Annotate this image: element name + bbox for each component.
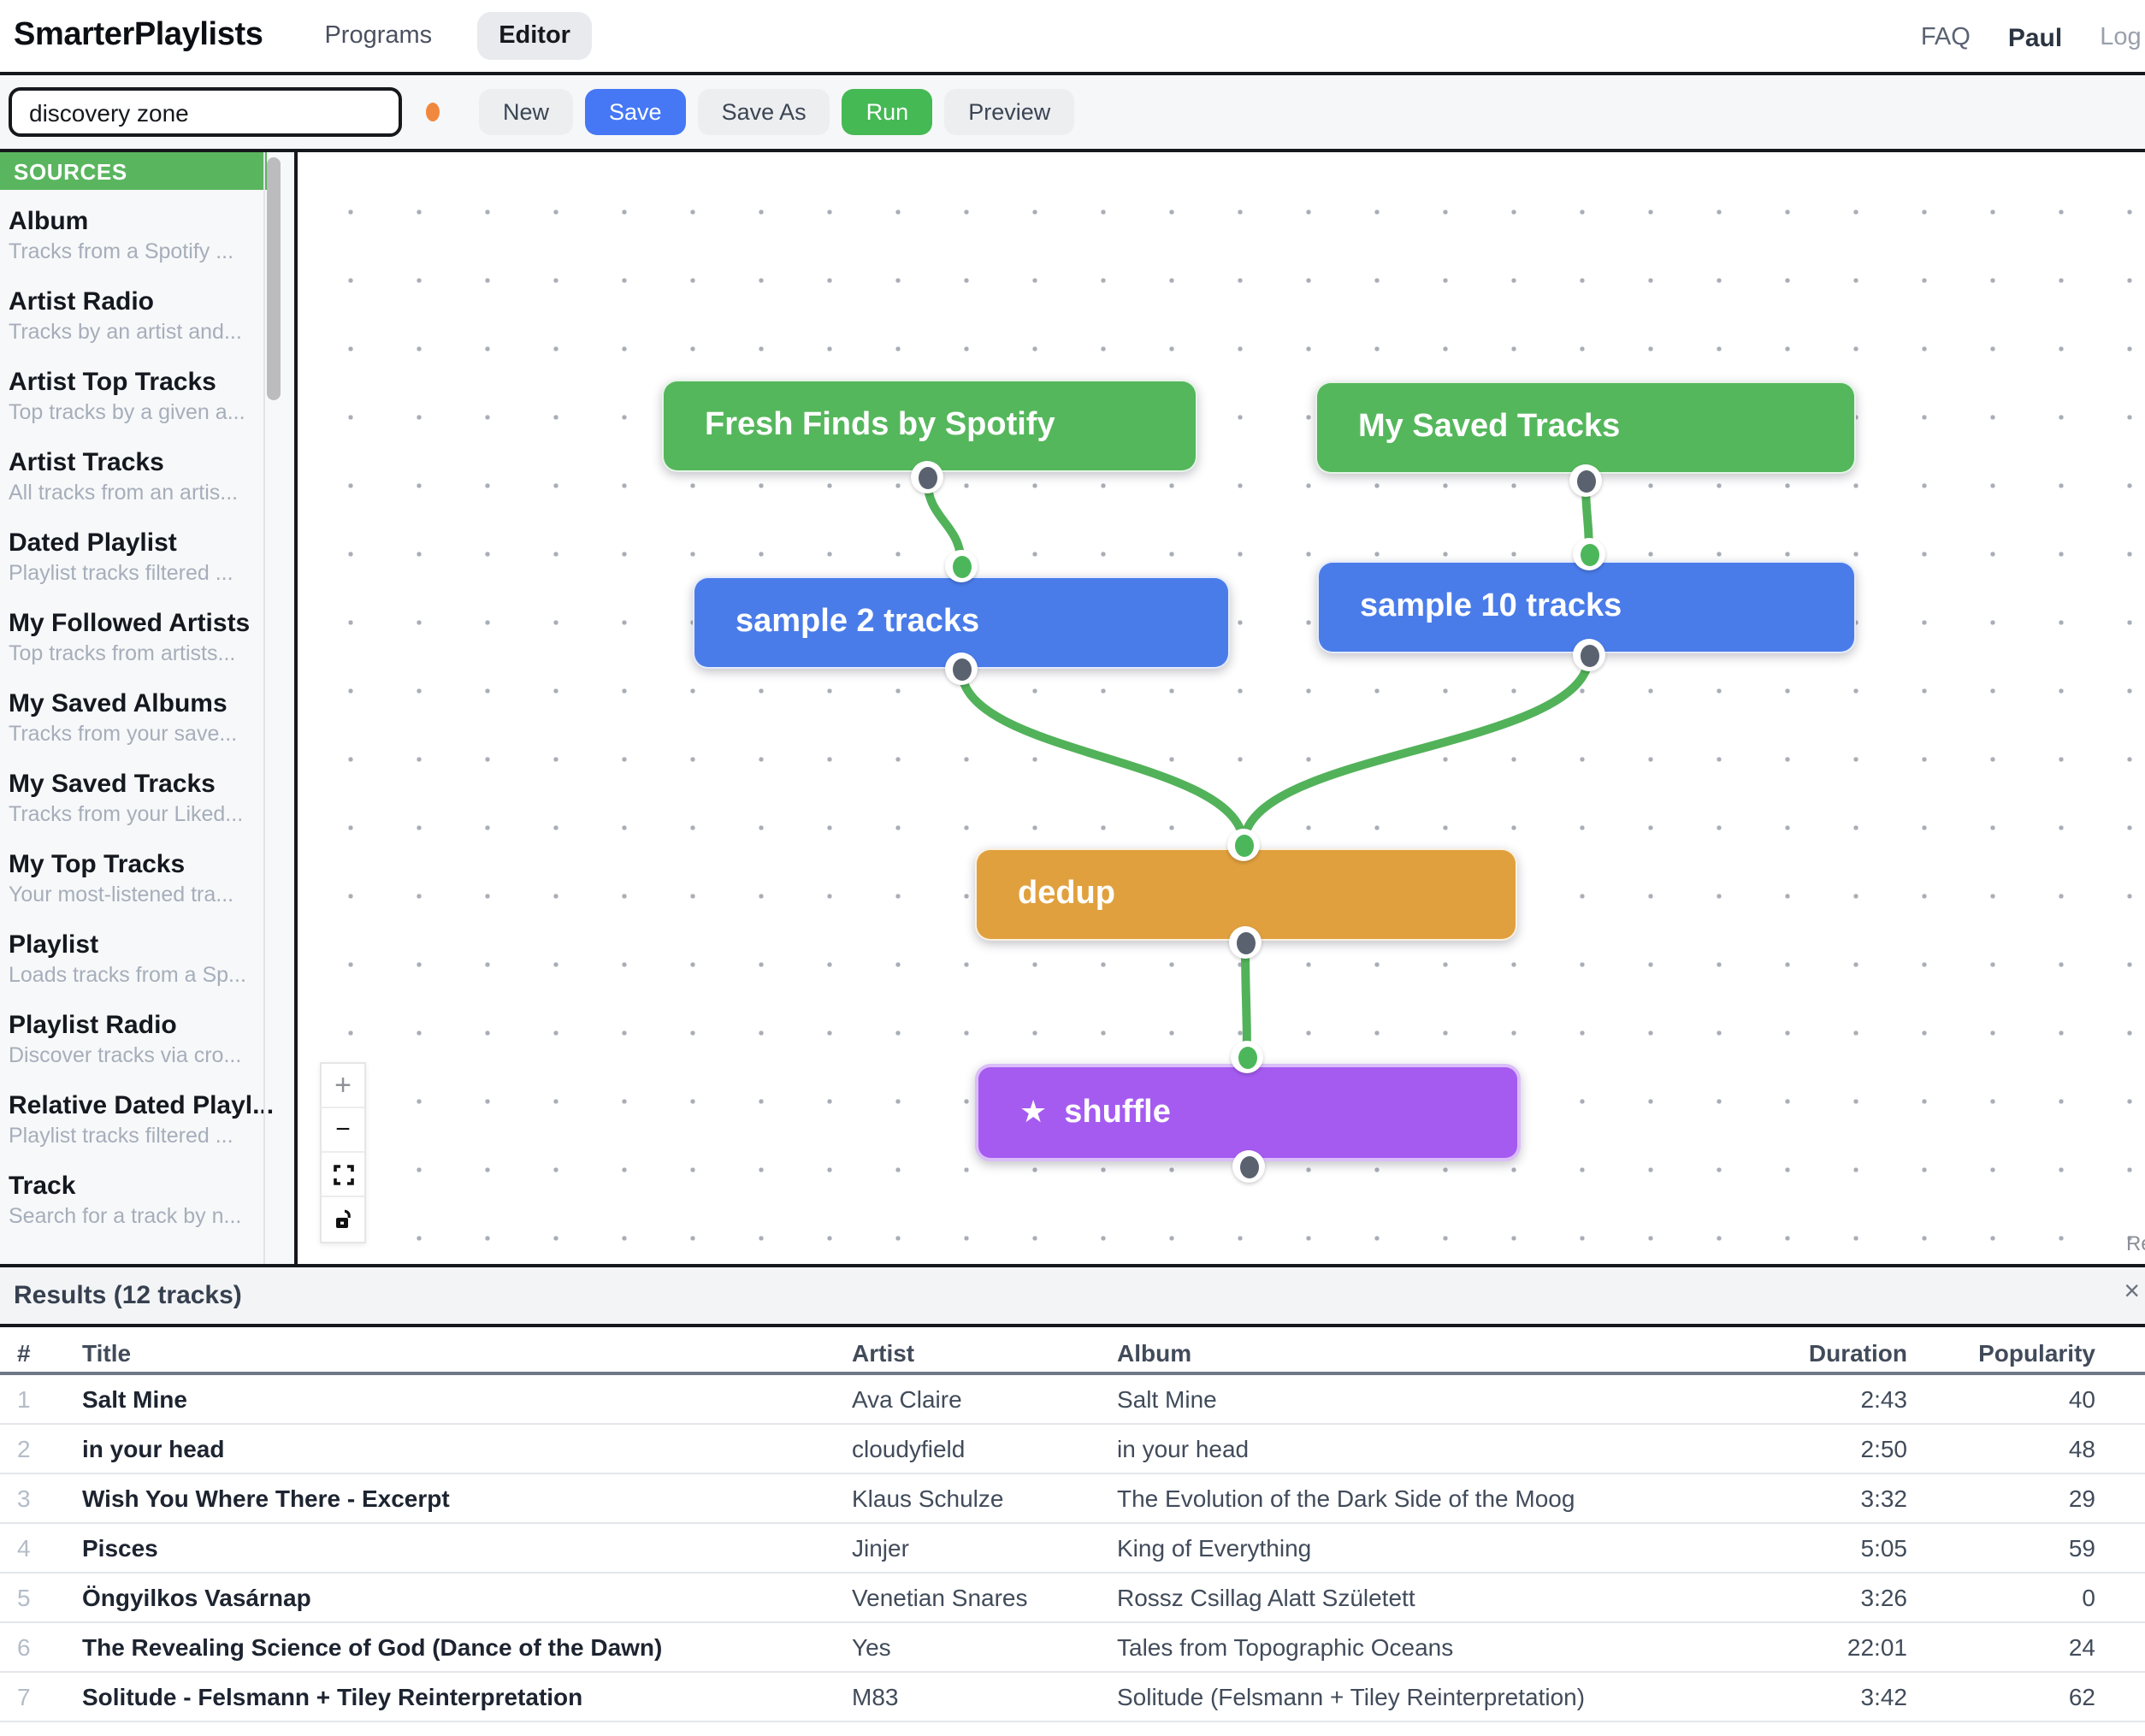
handle-sample2-in[interactable] xyxy=(945,550,978,582)
preview-button[interactable]: Preview xyxy=(944,89,1075,135)
sidebar-scrollbar-thumb[interactable] xyxy=(267,157,281,400)
editor-toolbar: New Save Save As Run Preview xyxy=(0,75,2145,152)
handle-sample10-out[interactable] xyxy=(1573,639,1605,671)
nav-editor-active[interactable]: Editor xyxy=(476,12,593,60)
save-as-button[interactable]: Save As xyxy=(697,89,830,135)
reactflow-attribution[interactable]: React F xyxy=(2125,1231,2145,1255)
node-my-saved-tracks[interactable]: My Saved Tracks xyxy=(1315,381,1856,474)
handle-sample2-out[interactable] xyxy=(945,652,978,685)
table-row[interactable]: 1 Salt Mine Ava Claire Salt Mine 2:43 40 xyxy=(0,1375,2145,1425)
table-row[interactable]: 5 Öngyilkos Vasárnap Venetian Snares Ros… xyxy=(0,1574,2145,1623)
nav-logout[interactable]: Log out xyxy=(2100,24,2145,51)
sidebar-item-my-top-tracks[interactable]: My Top Tracks Your most-listened tra... xyxy=(9,850,234,906)
results-table-header: # Title Artist Album Duration Popularity xyxy=(0,1327,2145,1375)
sidebar-item-my-saved-albums[interactable]: My Saved Albums Tracks from your save... xyxy=(9,689,238,746)
handle-freshfinds-out[interactable] xyxy=(911,461,943,493)
unsaved-status-dot xyxy=(426,103,440,121)
sources-sidebar: SOURCES Album Tracks from a Spotify ... … xyxy=(0,152,298,1264)
handle-mysaved-out[interactable] xyxy=(1569,464,1602,497)
unlock-icon xyxy=(335,1209,350,1228)
sidebar-item-playlist[interactable]: Playlist Loads tracks from a Sp... xyxy=(9,930,246,987)
table-row[interactable]: 3 Wish You Where There - Excerpt Klaus S… xyxy=(0,1474,2145,1524)
sidebar-item-my-saved-tracks[interactable]: My Saved Tracks Tracks from your Liked..… xyxy=(9,770,244,826)
zoom-in-button[interactable]: + xyxy=(322,1064,364,1108)
results-table: # Title Artist Album Duration Popularity… xyxy=(0,1327,2145,1733)
nav-programs[interactable]: Programs xyxy=(324,22,433,50)
table-row[interactable]: 7 Solitude - Felsmann + Tiley Reinterpre… xyxy=(0,1673,2145,1722)
edge-dedup-shuffle xyxy=(1241,938,1251,1061)
edge-sample2-dedup xyxy=(957,664,1248,849)
save-button[interactable]: Save xyxy=(585,89,686,135)
handle-dedup-out[interactable] xyxy=(1229,926,1262,959)
results-title: Results (12 tracks) xyxy=(14,1281,242,1310)
node-shuffle[interactable]: ★ shuffle xyxy=(975,1064,1521,1161)
close-icon[interactable]: × xyxy=(2124,1278,2140,1307)
user-name[interactable]: Paul xyxy=(2007,23,2063,52)
sidebar-item-album[interactable]: Album Tracks from a Spotify ... xyxy=(9,207,234,263)
star-icon: ★ xyxy=(1019,1095,1048,1129)
program-name-input[interactable] xyxy=(9,87,402,137)
nav-faq[interactable]: FAQ xyxy=(1920,24,1971,51)
table-row[interactable]: 4 Pisces Jinjer King of Everything 5:05 … xyxy=(0,1524,2145,1574)
handle-shuffle-out[interactable] xyxy=(1232,1150,1265,1183)
sidebar-item-my-followed-artists[interactable]: My Followed Artists Top tracks from arti… xyxy=(9,609,251,665)
table-row[interactable]: 2 in your head cloudyfield in your head … xyxy=(0,1425,2145,1474)
fit-view-icon xyxy=(333,1164,353,1184)
sources-list: Album Tracks from a Spotify ... Artist R… xyxy=(0,190,294,1230)
handle-shuffle-in[interactable] xyxy=(1231,1041,1263,1073)
sidebar-item-playlist-radio[interactable]: Playlist Radio Discover tracks via cro..… xyxy=(9,1011,242,1067)
fit-view-button[interactable] xyxy=(322,1153,364,1197)
results-panel-header: Results (12 tracks) × xyxy=(0,1264,2145,1327)
sidebar-item-artist-tracks[interactable]: Artist Tracks All tracks from an artis..… xyxy=(9,448,239,505)
new-button[interactable]: New xyxy=(479,89,574,135)
table-row[interactable]: 6 The Revealing Science of God (Dance of… xyxy=(0,1623,2145,1673)
navbar: SmarterPlaylists Programs Editor FAQ Pau… xyxy=(0,0,2145,75)
handle-dedup-in[interactable] xyxy=(1227,829,1260,861)
lock-button[interactable] xyxy=(322,1197,364,1242)
edge-sample10-dedup xyxy=(1239,651,1593,849)
flow-controls: + − xyxy=(320,1062,366,1243)
sidebar-item-relative-dated-playlist[interactable]: Relative Dated Playl... Playlist tracks … xyxy=(9,1091,275,1148)
sidebar-item-track[interactable]: Track Search for a track by n... xyxy=(9,1172,242,1228)
node-sample-10-tracks[interactable]: sample 10 tracks xyxy=(1317,561,1856,653)
app-logo: SmarterPlaylists xyxy=(14,17,263,53)
node-fresh-finds-by-spotify[interactable]: Fresh Finds by Spotify xyxy=(662,380,1197,472)
run-button[interactable]: Run xyxy=(842,89,933,135)
sidebar-item-dated-playlist[interactable]: Dated Playlist Playlist tracks filtered … xyxy=(9,528,233,585)
main-area: SOURCES Album Tracks from a Spotify ... … xyxy=(0,152,2145,1264)
flow-canvas[interactable]: Fresh Finds by Spotify My Saved Tracks s… xyxy=(298,152,2145,1264)
sidebar-item-artist-top-tracks[interactable]: Artist Top Tracks Top tracks by a given … xyxy=(9,368,245,424)
sources-header: SOURCES xyxy=(0,152,267,190)
sidebar-scrollbar[interactable] xyxy=(263,152,281,1264)
zoom-out-button[interactable]: − xyxy=(322,1108,364,1153)
navbar-right: FAQ Paul Log out xyxy=(1920,0,2145,72)
handle-sample10-in[interactable] xyxy=(1573,538,1605,570)
sidebar-item-artist-radio[interactable]: Artist Radio Tracks by an artist and... xyxy=(9,287,242,344)
